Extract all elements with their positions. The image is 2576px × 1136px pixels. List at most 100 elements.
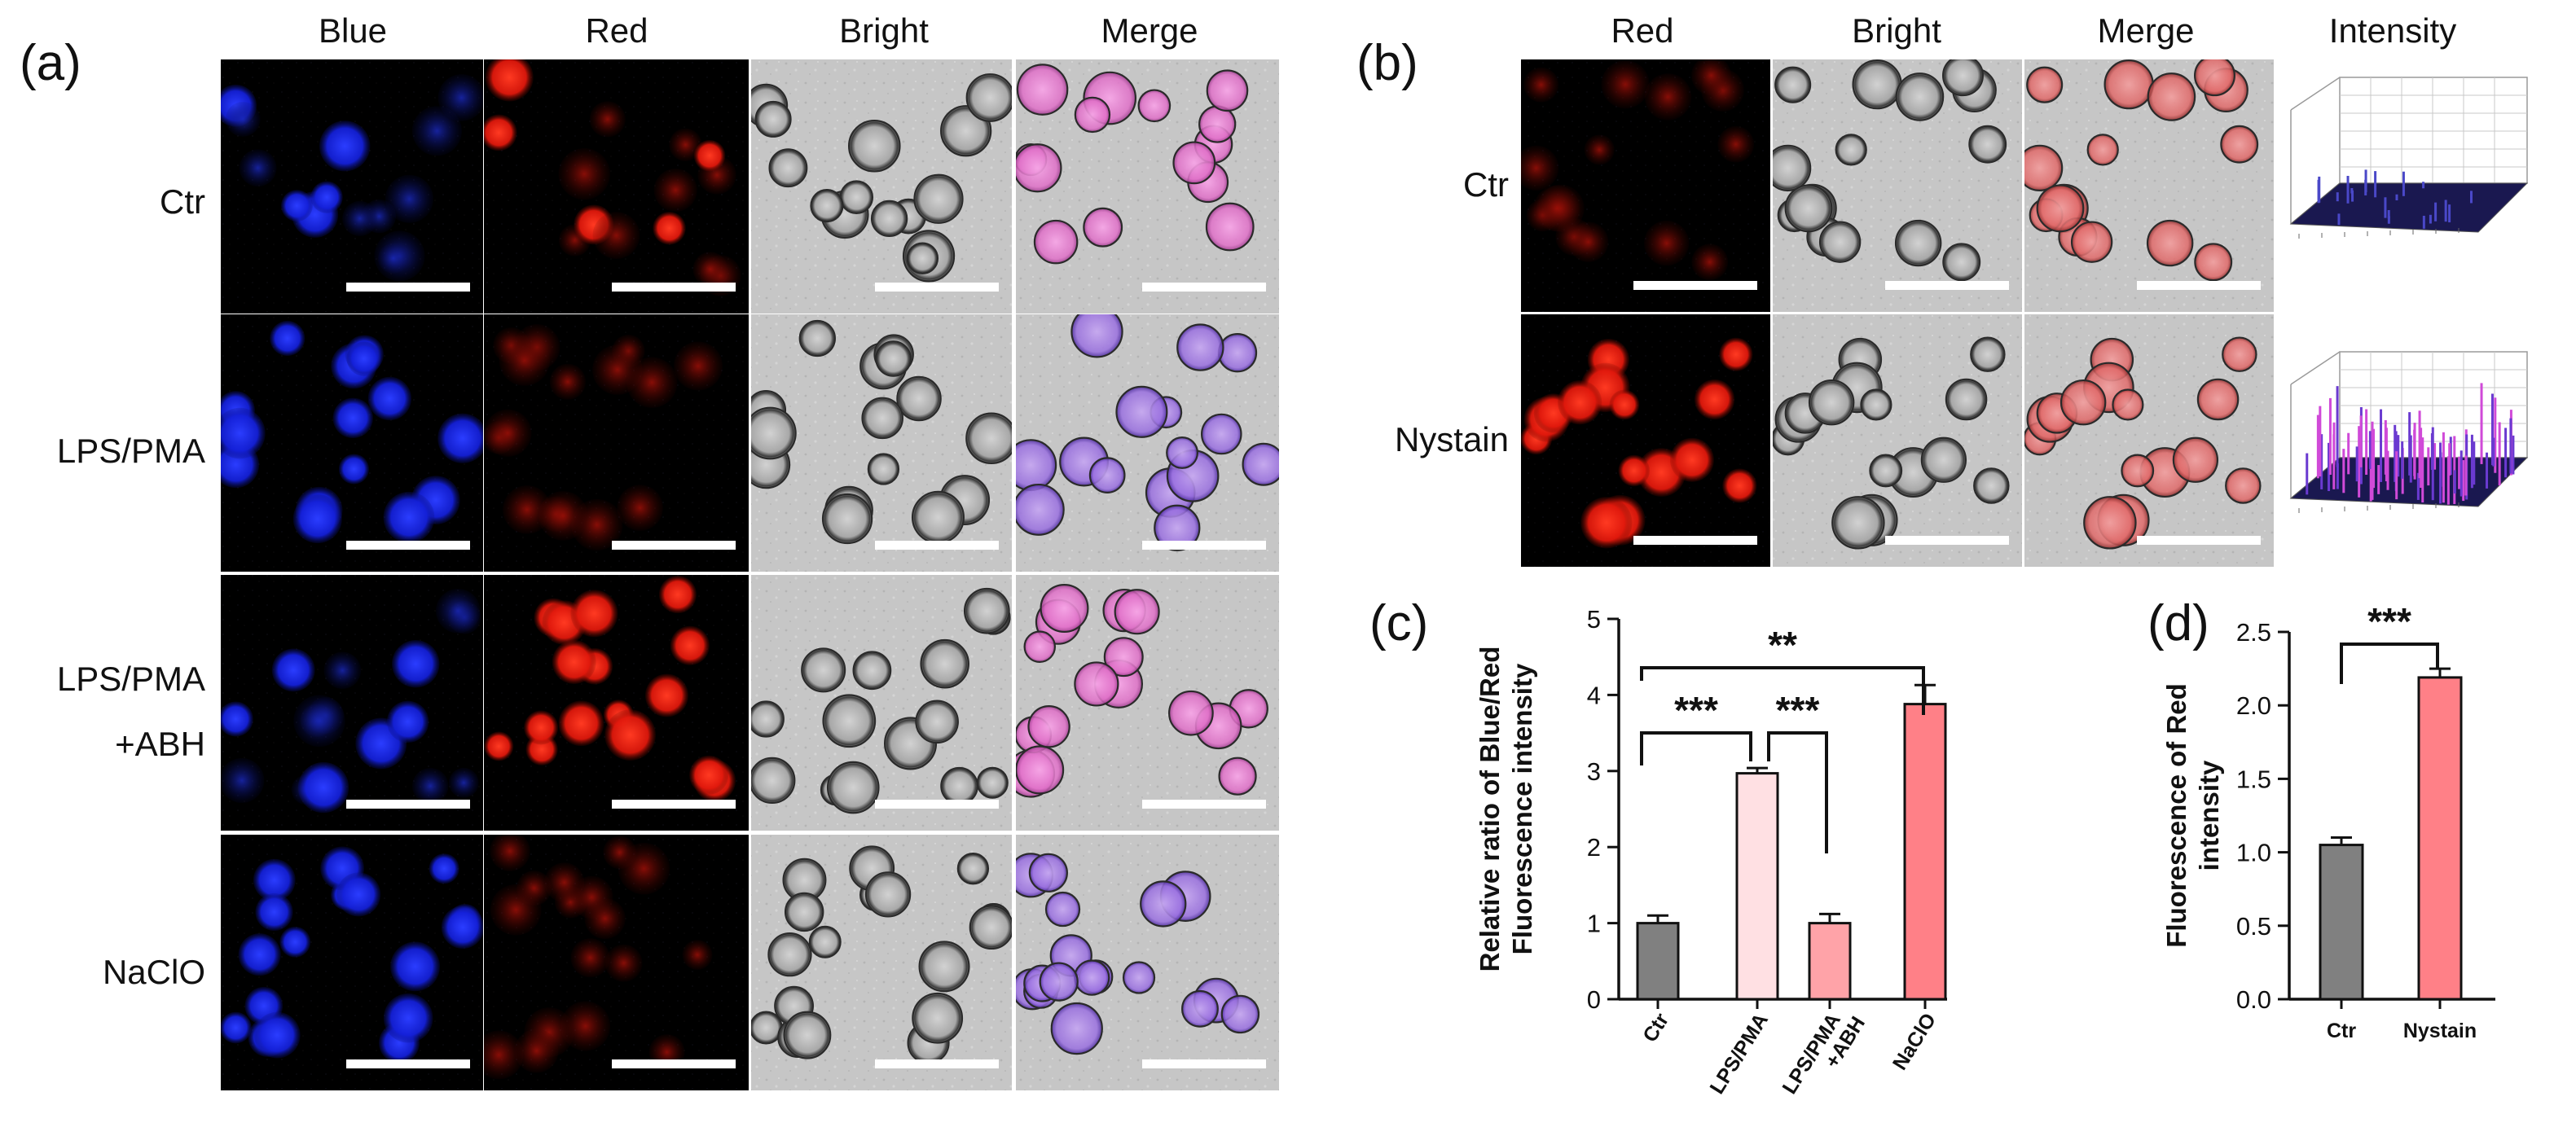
row-label-a-2: +ABH <box>115 725 205 763</box>
scale-bar <box>1885 281 2009 290</box>
significance-stars: ** <box>1768 624 1797 666</box>
y-axis-label: Relative ratio of Blue/Red <box>1475 647 1505 972</box>
y-tick-label: 1.0 <box>2236 839 2271 867</box>
significance-bracket: ** <box>1640 624 1925 715</box>
intensity-surface-plot <box>2289 351 2529 513</box>
y-tick-label: 0.5 <box>2236 912 2271 941</box>
image-tile-a <box>751 575 1012 831</box>
scale-bar <box>1142 541 1266 550</box>
significance-bracket: *** <box>1640 689 1752 765</box>
image-tile-a <box>1016 575 1279 831</box>
image-tile-a <box>751 59 1012 314</box>
image-tile-b <box>1773 59 2022 312</box>
column-header-bright: Bright <box>839 11 929 50</box>
image-tile-a <box>484 314 749 572</box>
scale-bar <box>612 800 736 809</box>
significance-bracket: *** <box>1767 689 1828 853</box>
column-header-b-bright: Bright <box>1852 11 1941 50</box>
x-tick-label-1: LPS/PMA <box>1705 1009 1773 1098</box>
panel-letter-c: (c) <box>1369 595 1428 651</box>
y-axis-label: Fluorescence of Red <box>2161 683 2191 948</box>
scale-bar <box>612 1059 736 1068</box>
significance-stars: *** <box>1674 689 1718 731</box>
image-tile-a <box>221 575 483 831</box>
x-tick-label-0: Ctr <box>1638 1009 1673 1046</box>
y-tick-label: 2 <box>1587 833 1601 862</box>
y-axis-label: Fluorescence intensity <box>1507 663 1537 954</box>
scale-bar <box>875 283 999 292</box>
image-tile-b <box>1773 314 2022 567</box>
row-label-a-2: LPS/PMA <box>57 660 205 698</box>
scale-bar <box>346 283 470 292</box>
column-header-merge: Merge <box>1101 11 1198 50</box>
scale-bar <box>346 800 470 809</box>
image-tile-a <box>221 835 483 1090</box>
y-tick-label: 0 <box>1587 985 1601 1014</box>
column-header-b-merge: Merge <box>2097 11 2194 50</box>
x-tick-label-0: Ctr <box>2327 1020 2356 1042</box>
scale-bar <box>875 541 999 550</box>
image-tile-a <box>484 59 749 314</box>
panel-letter-b: (b) <box>1356 35 1418 91</box>
y-axis-label: intensity <box>2194 760 2224 871</box>
panel-a: (a) Blue Red Bright Merge Ctr LPS/PMA LPS/PMA +A… <box>20 11 1279 1090</box>
scale-bar <box>346 541 470 550</box>
scale-bar <box>346 1059 470 1068</box>
scale-bar <box>612 541 736 550</box>
image-tile-a <box>1016 835 1279 1090</box>
y-tick-label: 5 <box>1587 605 1601 634</box>
panel-b: (b) Red Bright Merge Intensity Ctr Nystain <box>1356 11 2529 567</box>
panel-c-chart: (c) 0 1 2 3 4 5 Relative ratio of Blue/Red Fluor… <box>1369 595 1947 1098</box>
image-tile-b <box>1521 59 1770 312</box>
bar-2 <box>1808 922 1852 1001</box>
significance-stars: *** <box>1776 689 1820 731</box>
image-tile-b <box>1521 314 1770 567</box>
column-header-blue: Blue <box>319 11 387 50</box>
panel-d-chart: (d) 0.0 0.5 1.0 1.5 2.0 2.5 Fluorescence of Red… <box>2147 595 2495 1042</box>
y-tick-label: 2.5 <box>2236 618 2271 647</box>
y-tick-label: 1.5 <box>2236 765 2271 793</box>
row-label-a-3: NaClO <box>103 953 205 991</box>
scale-bar <box>875 1059 999 1068</box>
row-label-b-0: Ctr <box>1463 165 1509 204</box>
significance-stars: *** <box>2367 600 2411 643</box>
scale-bar <box>1633 281 1757 290</box>
image-tile-a <box>1016 314 1279 572</box>
bar-0 <box>2319 844 2364 1001</box>
bar-1 <box>1735 772 1779 1001</box>
y-tick-label: 3 <box>1587 757 1601 786</box>
x-tick-label-1: Nystain <box>2403 1020 2477 1042</box>
y-tick-label: 1 <box>1587 910 1601 938</box>
scale-bar <box>1142 1059 1266 1068</box>
intensity-surface-plot <box>2289 77 2529 239</box>
row-label-b-1: Nystain <box>1395 420 1509 458</box>
significance-bracket: *** <box>2340 600 2439 684</box>
y-tick-label: 0.0 <box>2236 985 2271 1014</box>
panel-letter-a: (a) <box>20 35 81 91</box>
image-tile-a <box>221 314 483 572</box>
image-tile-a <box>751 835 1012 1090</box>
image-tile-a <box>1016 59 1279 314</box>
scale-bar <box>2137 281 2261 290</box>
scale-bar <box>875 800 999 809</box>
column-header-b-intensity: Intensity <box>2329 11 2456 50</box>
image-tile-b <box>2024 59 2274 312</box>
image-tile-a <box>221 59 483 314</box>
row-label-a-1: LPS/PMA <box>57 432 205 470</box>
scale-bar <box>1142 800 1266 809</box>
scale-bar <box>1885 536 2009 545</box>
y-tick-label: 2.0 <box>2236 691 2271 720</box>
row-label-a-0: Ctr <box>160 182 205 221</box>
scale-bar <box>2137 536 2261 545</box>
bar-3 <box>1903 703 1947 1001</box>
panel-letter-d: (d) <box>2147 595 2209 651</box>
column-header-b-red: Red <box>1611 11 1673 50</box>
image-tile-a <box>484 575 749 831</box>
image-tile-b <box>2024 314 2274 567</box>
scale-bar <box>1633 536 1757 545</box>
column-header-red: Red <box>585 11 648 50</box>
scale-bar <box>612 283 736 292</box>
scale-bar <box>1142 283 1266 292</box>
bar-0 <box>1636 922 1680 1001</box>
